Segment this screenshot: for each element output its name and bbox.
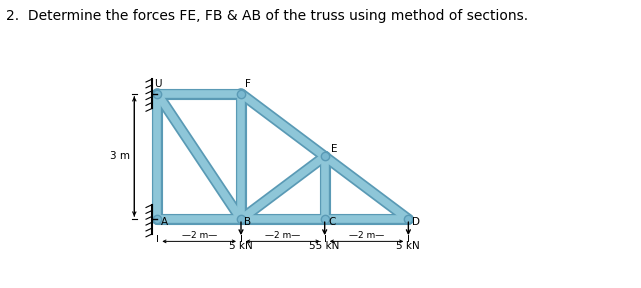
Text: —2 m—: —2 m— xyxy=(265,231,301,240)
Text: C: C xyxy=(328,217,335,227)
Text: U: U xyxy=(154,79,162,89)
Text: 2.  Determine the forces FE, FB & AB of the truss using method of sections.: 2. Determine the forces FE, FB & AB of t… xyxy=(6,9,529,23)
Text: E: E xyxy=(331,144,337,154)
Text: F: F xyxy=(246,79,251,90)
Text: —2 m—: —2 m— xyxy=(349,231,384,240)
Text: 5 kN: 5 kN xyxy=(397,241,420,251)
Text: B: B xyxy=(244,217,251,227)
Text: A: A xyxy=(161,217,168,227)
Text: 5 kN: 5 kN xyxy=(229,241,253,251)
Text: D: D xyxy=(412,217,420,227)
Text: 55 kN: 55 kN xyxy=(310,241,340,251)
Text: 3 m: 3 m xyxy=(110,151,130,162)
Text: —2 m—: —2 m— xyxy=(181,231,217,240)
